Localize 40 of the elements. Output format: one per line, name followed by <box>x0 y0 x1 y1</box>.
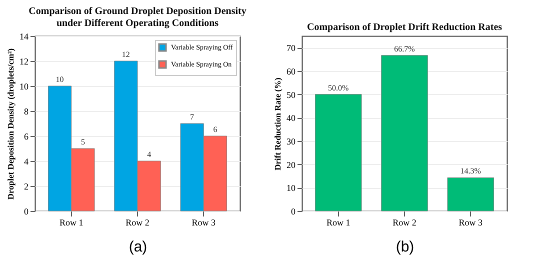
y-tick-label: 14 <box>20 32 29 42</box>
x-tick-label: Row 1 <box>59 218 84 228</box>
data-label: 5 <box>80 138 85 146</box>
y-tick-label: 0 <box>291 206 296 216</box>
data-label: 66.7% <box>394 44 416 54</box>
x-tick-label: Row 2 <box>126 218 150 228</box>
chart-title: Comparison of Droplet Drift Reduction Rates <box>306 22 502 33</box>
data-label: 12 <box>122 50 130 59</box>
text: (b) <box>396 238 414 256</box>
data-label: 7 <box>190 112 194 122</box>
y-tick-label: 2 <box>24 182 28 192</box>
bar <box>447 177 494 212</box>
chart-title: Comparison of Ground Droplet Deposition Density under Different Operating Conditions <box>28 6 246 29</box>
data-label: 4 <box>147 150 152 159</box>
y-axis-title: Drift Reduction Rate (%) <box>272 77 282 170</box>
y-tick-label: 10 <box>286 183 296 194</box>
y-tick-label: 12 <box>20 56 28 66</box>
y-tick-label: 70 <box>286 43 296 54</box>
x-tick-label: Row 2 <box>392 218 416 228</box>
data-label: 14.3% <box>460 166 482 176</box>
y-tick-label: 10 <box>20 82 29 92</box>
y-tick-label: 20 <box>286 160 296 170</box>
x-tick-label: Row 3 <box>458 218 483 228</box>
data-label: 50.0% <box>328 83 350 92</box>
y-tick-label: 50 <box>286 90 296 100</box>
x-tick-label: Row 1 <box>326 218 350 228</box>
data-label: 6 <box>213 125 218 134</box>
data-label: 10 <box>56 75 64 84</box>
y-tick-label: 60 <box>286 66 296 76</box>
y-tick-label: 0 <box>24 206 29 216</box>
bar <box>314 94 362 212</box>
y-tick-label: 6 <box>24 132 29 142</box>
y-tick-label: 40 <box>286 113 296 124</box>
y-tick-label: 4 <box>24 156 29 166</box>
x-tick-label: Row 3 <box>192 218 216 228</box>
y-tick-label: 30 <box>286 136 296 146</box>
y-axis-title: Droplet Deposition Density (droplets/cm²) <box>6 48 16 200</box>
text: (a) <box>128 238 148 256</box>
bar <box>381 55 428 212</box>
y-tick-label: 8 <box>24 106 29 116</box>
